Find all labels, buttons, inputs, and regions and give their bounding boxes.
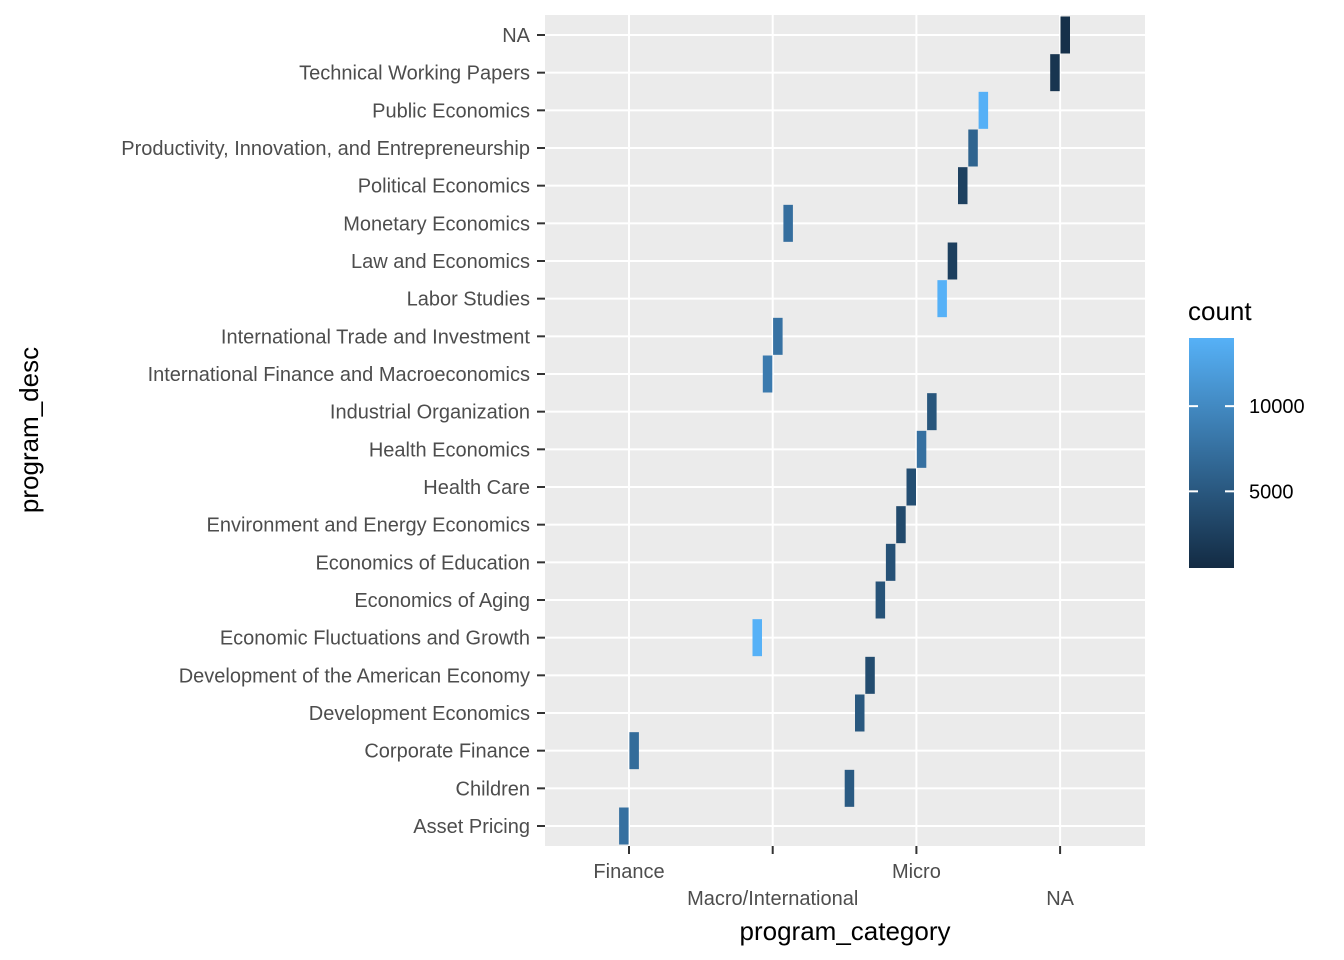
y-tick-label: Health Economics <box>369 439 530 461</box>
heatmap-tile <box>906 468 916 506</box>
heatmap-tile <box>927 393 937 431</box>
heatmap-tile <box>968 129 978 167</box>
legend-colorbar <box>1189 338 1234 568</box>
heatmap-tile <box>916 430 927 468</box>
x-tick-label: Micro <box>892 861 941 883</box>
heatmap-tile <box>855 694 865 732</box>
y-axis: Asset Pricing Children Corporate Finance De… <box>121 25 545 838</box>
x-tick-label: NA <box>1046 888 1074 910</box>
x-gridlines <box>628 15 1062 846</box>
heatmap-tile <box>885 543 896 581</box>
heatmap-tile <box>752 619 762 657</box>
heatmap-tile <box>762 355 773 393</box>
y-tick-label: Children <box>456 778 530 800</box>
legend-tick-label: 10000 <box>1249 396 1305 418</box>
heatmap-tile <box>875 581 886 619</box>
y-tick-label: Development Economics <box>309 703 530 725</box>
y-tick-label: Public Economics <box>372 100 530 122</box>
y-tick-label: Corporate Finance <box>364 741 530 763</box>
y-tick-label: Productivity, Innovation, and Entreprene… <box>121 138 530 160</box>
heatmap-tiles <box>619 16 1070 845</box>
y-tick-label: Monetary Economics <box>343 213 530 235</box>
y-tick-label: Labor Studies <box>407 289 530 311</box>
y-tick-label: Economics of Education <box>315 552 530 574</box>
heatmap-tile <box>937 280 947 318</box>
heatmap-tile <box>978 91 989 129</box>
plot-panel <box>545 15 1145 846</box>
legend-tick-label: 5000 <box>1249 481 1294 503</box>
heatmap-tile <box>865 656 875 694</box>
color-legend: count 5000 10000 <box>1188 296 1305 568</box>
y-axis-title: program_desc <box>14 347 44 513</box>
y-tick-label: Environment and Energy Economics <box>207 515 531 537</box>
heatmap-tile <box>629 732 639 770</box>
heatmap-tile <box>958 167 968 205</box>
legend-ticks: 5000 10000 <box>1189 396 1305 503</box>
x-tick-label: Macro/International <box>687 888 858 910</box>
legend-title: count <box>1188 296 1252 326</box>
y-tick-label: Development of the American Economy <box>179 665 530 687</box>
x-tick-label: Finance <box>593 861 664 883</box>
x-axis: Finance Macro/International Micro NA <box>593 846 1075 910</box>
y-tick-label: International Finance and Macroeconomics <box>148 364 530 386</box>
y-gridlines <box>545 34 1145 827</box>
heatmap-tile <box>947 242 958 280</box>
heatmap-tile <box>773 317 783 355</box>
heatmap-tile <box>783 204 793 242</box>
y-tick-label: Industrial Organization <box>330 402 530 424</box>
x-axis-title: program_category <box>740 916 951 946</box>
y-tick-label: Political Economics <box>358 176 530 198</box>
y-tick-label: Technical Working Papers <box>299 63 530 85</box>
y-tick-label: Law and Economics <box>351 251 530 273</box>
y-tick-label: Health Care <box>423 477 530 499</box>
y-tick-label: International Trade and Investment <box>221 326 531 348</box>
heatmap-tile <box>619 807 629 845</box>
y-tick-label: Economics of Aging <box>354 590 530 612</box>
heatmap-tile <box>896 506 906 544</box>
y-tick-label: Economic Fluctuations and Growth <box>220 628 530 650</box>
heatmap-tile <box>1050 54 1060 92</box>
y-tick-label: NA <box>502 25 530 47</box>
heatmap-tile <box>844 769 855 807</box>
y-tick-label: Asset Pricing <box>413 816 530 838</box>
heatmap-tile <box>1060 16 1070 54</box>
